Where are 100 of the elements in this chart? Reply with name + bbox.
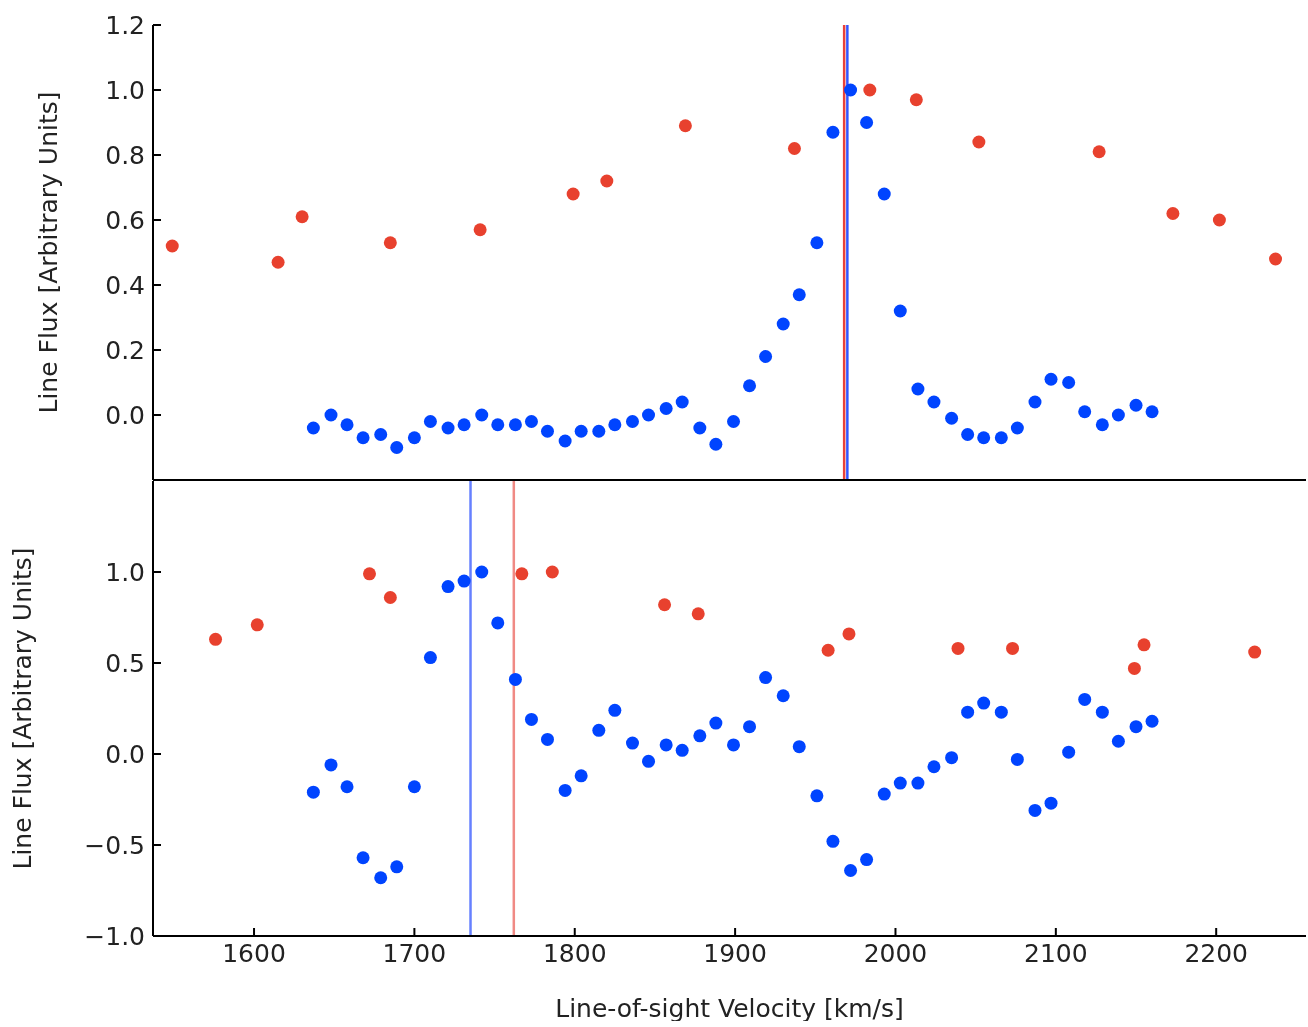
point bbox=[491, 418, 505, 432]
point bbox=[1137, 638, 1151, 652]
y-tick-label: 0.0 bbox=[105, 739, 145, 769]
point bbox=[945, 751, 959, 765]
point bbox=[658, 598, 672, 612]
y-tick-label: 0.4 bbox=[105, 270, 145, 300]
point bbox=[1166, 207, 1180, 220]
x-tick-label: 1600 bbox=[222, 938, 286, 968]
point bbox=[642, 408, 656, 422]
point bbox=[295, 210, 309, 224]
point bbox=[457, 418, 471, 432]
point bbox=[306, 421, 320, 435]
point bbox=[1062, 745, 1076, 759]
point bbox=[659, 738, 673, 752]
point bbox=[574, 769, 588, 783]
point bbox=[743, 720, 757, 734]
point bbox=[759, 671, 773, 685]
point bbox=[390, 860, 404, 874]
point bbox=[844, 863, 858, 877]
point bbox=[1145, 405, 1159, 419]
point bbox=[691, 607, 705, 621]
point bbox=[1145, 714, 1159, 728]
point bbox=[787, 142, 801, 155]
point bbox=[540, 732, 554, 746]
point bbox=[659, 402, 673, 415]
y-tick-label: 0.6 bbox=[105, 205, 145, 235]
point bbox=[545, 565, 559, 579]
point bbox=[693, 729, 707, 743]
y-axis-title: Line Flux [Arbitrary Units] bbox=[7, 547, 37, 870]
point bbox=[821, 643, 835, 657]
point bbox=[457, 574, 471, 588]
point bbox=[508, 418, 522, 432]
point bbox=[558, 434, 572, 448]
point bbox=[1269, 252, 1283, 266]
y-tick-label: 0.0 bbox=[105, 400, 145, 430]
point bbox=[475, 565, 489, 579]
y-axis-title: Line Flux [Arbitrary Units] bbox=[33, 91, 63, 414]
x-tick-label: 2200 bbox=[1184, 938, 1249, 968]
point bbox=[842, 627, 856, 641]
point bbox=[927, 760, 941, 774]
point bbox=[727, 415, 741, 428]
point bbox=[566, 187, 580, 201]
point bbox=[592, 424, 606, 438]
point bbox=[1111, 734, 1125, 748]
point bbox=[810, 789, 824, 803]
y-tick-label: 1.0 bbox=[105, 557, 145, 587]
point bbox=[994, 705, 1008, 719]
x-tick-label: 1900 bbox=[703, 938, 767, 968]
point bbox=[810, 236, 824, 250]
point bbox=[642, 754, 656, 768]
x-tick-label: 1800 bbox=[542, 938, 607, 968]
point bbox=[608, 418, 622, 432]
point bbox=[600, 174, 614, 188]
point bbox=[324, 758, 338, 772]
point bbox=[475, 408, 489, 422]
point bbox=[1010, 752, 1024, 766]
point bbox=[356, 851, 370, 865]
point bbox=[678, 119, 692, 133]
point bbox=[441, 421, 455, 435]
point bbox=[675, 395, 689, 409]
point bbox=[356, 431, 370, 445]
point bbox=[524, 415, 538, 428]
point bbox=[893, 776, 907, 790]
point bbox=[209, 632, 223, 646]
point bbox=[1078, 405, 1092, 419]
point bbox=[961, 705, 975, 719]
point bbox=[994, 431, 1008, 445]
point bbox=[951, 641, 965, 655]
y-tick-label: 1.0 bbox=[105, 75, 145, 105]
point bbox=[574, 424, 588, 438]
point bbox=[383, 590, 397, 604]
point bbox=[407, 431, 421, 445]
y-tick-label: −1.0 bbox=[84, 921, 145, 951]
point bbox=[961, 428, 975, 441]
point bbox=[1028, 395, 1042, 409]
point bbox=[1078, 692, 1092, 706]
point bbox=[909, 93, 923, 107]
point bbox=[423, 651, 437, 665]
point bbox=[1212, 213, 1226, 227]
point bbox=[362, 567, 376, 581]
point bbox=[1006, 641, 1020, 655]
point bbox=[977, 431, 991, 445]
point bbox=[776, 689, 790, 703]
point bbox=[340, 780, 354, 794]
point bbox=[608, 703, 622, 717]
point bbox=[877, 187, 891, 201]
point bbox=[508, 672, 522, 686]
point bbox=[515, 567, 529, 581]
point bbox=[625, 736, 639, 750]
point bbox=[759, 350, 773, 363]
y-tick-label: 0.5 bbox=[105, 648, 145, 678]
point bbox=[374, 871, 388, 885]
point bbox=[558, 783, 572, 797]
point bbox=[792, 740, 806, 754]
point bbox=[877, 787, 891, 801]
point bbox=[423, 415, 437, 428]
point bbox=[844, 83, 858, 97]
point bbox=[709, 437, 723, 451]
point bbox=[693, 421, 707, 435]
point bbox=[1010, 421, 1024, 435]
